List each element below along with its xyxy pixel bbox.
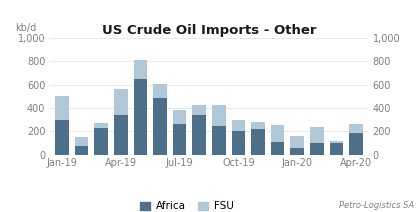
- Bar: [55, 120, 69, 155]
- Bar: [75, 137, 88, 146]
- Bar: [173, 124, 186, 155]
- Bar: [212, 105, 226, 126]
- Bar: [310, 127, 324, 142]
- Bar: [232, 120, 245, 131]
- Bar: [271, 125, 285, 142]
- Bar: [291, 148, 304, 155]
- Bar: [251, 121, 265, 128]
- Bar: [330, 141, 343, 143]
- Bar: [291, 136, 304, 148]
- Text: kb/d: kb/d: [15, 24, 36, 33]
- Bar: [75, 146, 88, 155]
- Bar: [173, 110, 186, 124]
- Bar: [251, 128, 265, 155]
- Bar: [94, 128, 108, 155]
- Title: US Crude Oil Imports - Other: US Crude Oil Imports - Other: [102, 24, 316, 37]
- Bar: [310, 142, 324, 155]
- Bar: [153, 98, 167, 155]
- Text: Petro-Logistics SA: Petro-Logistics SA: [339, 201, 414, 210]
- Bar: [232, 131, 245, 155]
- Bar: [94, 123, 108, 128]
- Bar: [192, 115, 206, 155]
- Bar: [55, 96, 69, 120]
- Bar: [212, 126, 226, 155]
- Bar: [192, 105, 206, 115]
- Bar: [114, 115, 127, 155]
- Bar: [349, 124, 363, 133]
- Bar: [133, 79, 147, 155]
- Bar: [133, 60, 147, 79]
- Bar: [271, 142, 285, 155]
- Legend: Africa, FSU: Africa, FSU: [136, 197, 238, 212]
- Bar: [153, 84, 167, 98]
- Bar: [349, 133, 363, 155]
- Bar: [330, 143, 343, 155]
- Bar: [114, 89, 127, 115]
